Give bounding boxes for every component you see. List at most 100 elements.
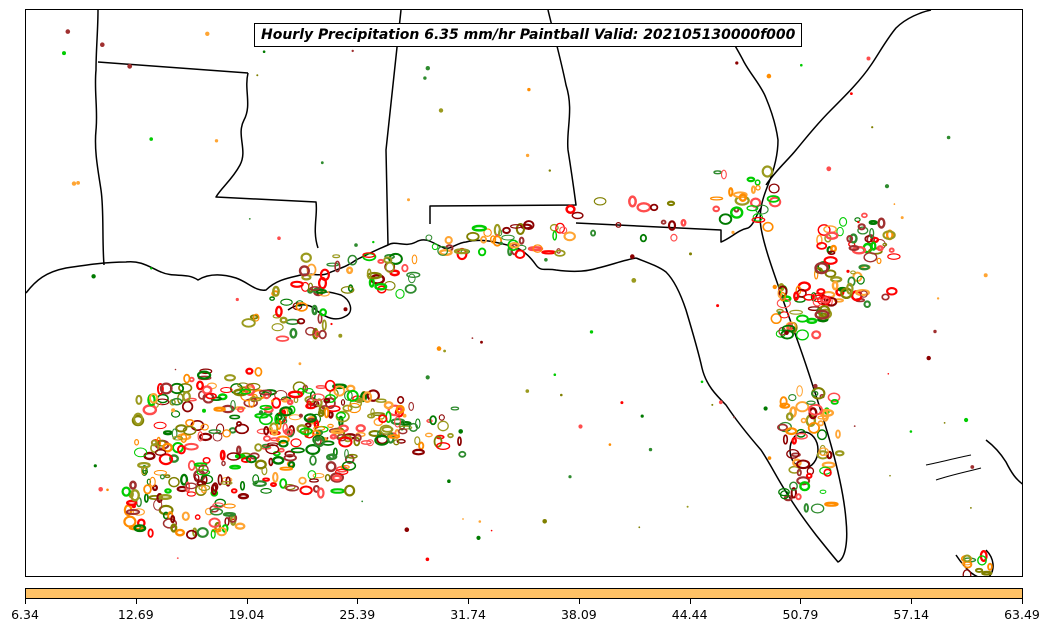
paintball-speck — [887, 373, 890, 375]
paintball-speck — [850, 92, 853, 95]
paintball-blob — [810, 503, 825, 514]
paintball-blob — [219, 449, 226, 461]
paintball-blob — [508, 242, 520, 249]
paintball-speck — [140, 525, 143, 528]
colorbar-tick-mark — [135, 599, 137, 604]
paintball-blob — [263, 392, 271, 400]
paintball-blob — [229, 414, 241, 420]
paintball-speck — [330, 322, 333, 326]
paintball-blob — [886, 287, 898, 296]
paintball-blob — [311, 304, 318, 316]
paintball-blob — [563, 231, 576, 242]
paintball-blob — [230, 488, 238, 494]
paintball-speck — [578, 424, 583, 429]
paintball-speck — [689, 252, 692, 256]
paintball-blob — [196, 469, 211, 476]
paintball-blob — [210, 529, 216, 539]
paintball-blob — [303, 413, 317, 423]
paintball-speck — [893, 203, 896, 205]
paintball-blob — [305, 326, 316, 336]
paintball-blob — [342, 404, 353, 412]
paintball-speck — [826, 166, 832, 172]
paintball-contours — [62, 29, 993, 576]
paintball-speck — [248, 218, 251, 220]
paintball-speck — [235, 297, 239, 302]
paintball-speck — [62, 51, 66, 56]
paintball-blob — [241, 318, 256, 328]
paintball-blob — [480, 235, 488, 244]
paintball-blob — [379, 424, 393, 435]
paintball-blob — [827, 392, 841, 403]
paintball-blob — [280, 298, 293, 306]
paintball-blob — [171, 428, 178, 439]
paintball-speck — [853, 425, 856, 427]
paintball-speck — [438, 108, 444, 113]
paintball-blob — [272, 471, 279, 483]
paintball-blob — [261, 443, 271, 449]
paintball-blob — [799, 481, 811, 492]
paintball-speck — [983, 273, 988, 278]
paintball-blob — [164, 488, 172, 494]
paintball-speck — [553, 373, 557, 377]
paintball-blob — [212, 502, 225, 509]
paintball-blob — [424, 432, 433, 438]
paintball-speck — [716, 304, 720, 308]
paintball-speck — [884, 184, 890, 189]
paintball-blob — [286, 399, 294, 406]
paintball-blob — [290, 280, 304, 288]
paintball-blob — [510, 224, 523, 229]
paintball-blob — [366, 268, 372, 280]
paintball-speck — [589, 330, 594, 334]
paintball-blob — [746, 176, 756, 183]
paintball-blob — [755, 185, 761, 191]
paintball-blob — [790, 452, 801, 458]
paintball-blob — [246, 382, 261, 391]
paintball-speck — [338, 333, 343, 338]
paintball-blob — [791, 436, 797, 445]
paintball-blob — [768, 183, 780, 194]
paintball-blob — [284, 450, 295, 458]
paintball-blob — [137, 462, 151, 469]
paintball-blob — [355, 424, 366, 433]
paintball-blob — [237, 493, 250, 500]
paintball-speck — [542, 519, 547, 524]
paintball-speck — [277, 236, 281, 240]
paintball-blob — [198, 432, 213, 442]
paintball-speck — [407, 198, 410, 202]
paintball-speck — [560, 393, 563, 397]
paintball-blob — [501, 234, 515, 241]
paintball-blob — [271, 323, 284, 332]
coastline-florida — [635, 27, 848, 563]
paintball-blob — [252, 313, 260, 322]
paintball-blob — [974, 567, 984, 573]
paintball-blob — [795, 459, 811, 470]
paintball-blob — [252, 480, 267, 488]
paintball-blob — [336, 411, 347, 420]
paintball-blob — [311, 393, 325, 402]
paintball-blob — [523, 220, 535, 231]
paintball-blob — [154, 449, 167, 456]
paintball-blob — [817, 420, 825, 427]
paintball-blob — [866, 234, 876, 245]
paintball-blob — [198, 464, 209, 475]
paintball-blob — [458, 450, 467, 458]
paintball-blob — [435, 442, 451, 451]
paintball-blob — [876, 257, 882, 265]
paintball-blob — [712, 205, 721, 213]
paintball-blob — [816, 234, 823, 246]
paintball-blob — [823, 468, 832, 477]
paintball-blob — [397, 395, 405, 404]
paintball-blob — [738, 193, 747, 202]
paintball-speck — [271, 399, 274, 403]
paintball-blob — [183, 373, 191, 384]
paintball-blob — [162, 518, 178, 529]
paintball-blob — [782, 434, 789, 445]
paintball-speck — [933, 329, 937, 334]
paintball-blob — [404, 283, 417, 294]
paintball-blob — [471, 224, 487, 232]
paintball-blob — [795, 493, 802, 501]
paintball-blob — [718, 213, 733, 225]
paintball-blob — [267, 442, 279, 447]
colorbar-tick-label: 44.44 — [671, 607, 708, 622]
paintball-speck — [326, 437, 329, 439]
